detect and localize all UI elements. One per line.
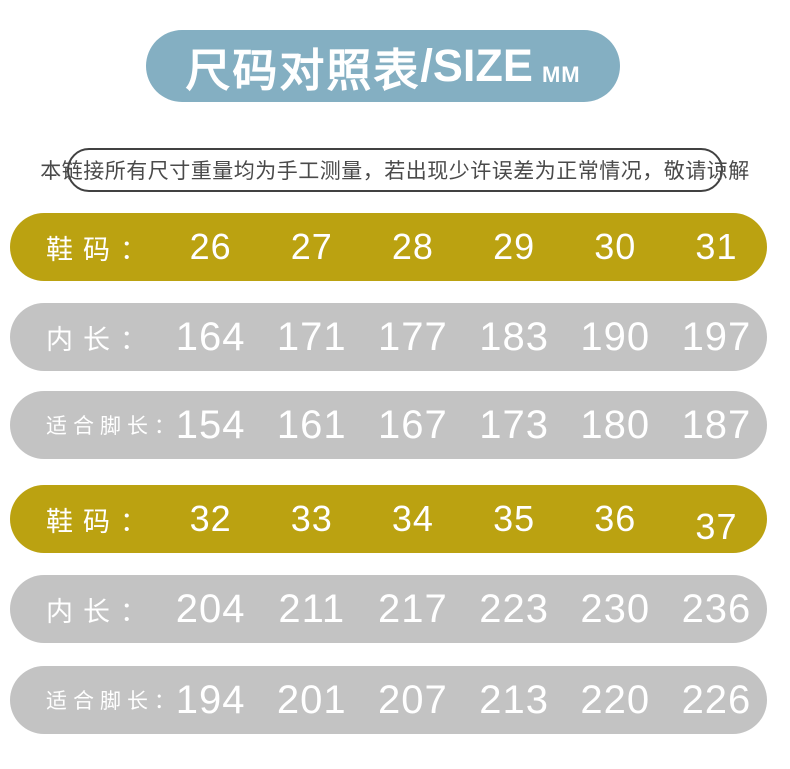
length-value: 217: [378, 586, 448, 631]
length-value: 171: [276, 314, 347, 359]
size-table: 鞋码： 26 27 28 29 30 31 内长： 164 171 177 18…: [10, 213, 767, 734]
length-value: 154: [175, 402, 246, 447]
size-value: 27: [290, 226, 333, 267]
row-label: 适合脚长：: [46, 690, 181, 713]
title-cn: 尺码对照表: [185, 44, 421, 96]
length-value: 213: [479, 677, 549, 722]
size-value: 26: [189, 226, 232, 267]
size-value: 32: [189, 498, 232, 539]
size-value: 31: [695, 226, 738, 267]
length-value: 187: [681, 402, 752, 447]
inner-length-row-1: 内长： 164 171 177 183 190 197: [10, 303, 767, 371]
length-value: 207: [378, 677, 448, 722]
row-label: 适合脚长：: [46, 415, 181, 438]
length-value: 226: [681, 677, 752, 722]
length-value: 161: [276, 402, 347, 447]
length-value: 223: [479, 586, 549, 631]
length-value: 183: [479, 314, 549, 359]
title-size-en: /SIZE: [420, 40, 533, 91]
size-value: 35: [493, 498, 536, 539]
length-value: 180: [580, 402, 651, 447]
length-value: 220: [580, 677, 651, 722]
shoe-size-row-2: 鞋码： 32 33 34 35 36 37: [10, 485, 767, 553]
row-label: 鞋码：: [46, 506, 157, 537]
measurement-notice: 本链接所有尺寸重量均为手工测量，若出现少许误差为正常情况，敬请谅解: [40, 148, 749, 192]
size-chart-title-banner: 尺码对照表 /SIZE MM: [146, 30, 620, 102]
size-value: 36: [594, 498, 637, 539]
length-value: 167: [378, 402, 448, 447]
size-value: 30: [594, 226, 637, 267]
length-value: 173: [479, 402, 549, 447]
length-value: 201: [276, 677, 347, 722]
length-value: 164: [175, 314, 246, 359]
length-value: 197: [681, 314, 752, 359]
length-value: 236: [681, 586, 752, 631]
fit-foot-length-row-1: 适合脚长： 154 161 167 173 180 187: [10, 391, 767, 459]
length-value: 211: [278, 586, 346, 631]
title-unit-mm: MM: [541, 62, 581, 87]
size-value: 34: [391, 498, 434, 539]
row-label: 鞋码：: [46, 234, 157, 265]
size-value: 29: [493, 226, 536, 267]
length-value: 230: [580, 586, 651, 631]
fit-foot-length-row-2: 适合脚长： 194 201 207 213 220 226: [10, 666, 767, 734]
size-value: 28: [391, 226, 434, 267]
length-value: 204: [175, 586, 246, 631]
length-value: 177: [378, 314, 448, 359]
length-value: 190: [580, 314, 651, 359]
length-value: 194: [175, 677, 246, 722]
shoe-size-row-1: 鞋码： 26 27 28 29 30 31: [10, 213, 767, 281]
size-value: 37: [695, 506, 738, 547]
row-label: 内长：: [46, 324, 157, 355]
inner-length-row-2: 内长： 204 211 217 223 230 236: [10, 575, 767, 643]
row-label: 内长：: [46, 596, 157, 627]
size-value: 33: [290, 498, 333, 539]
